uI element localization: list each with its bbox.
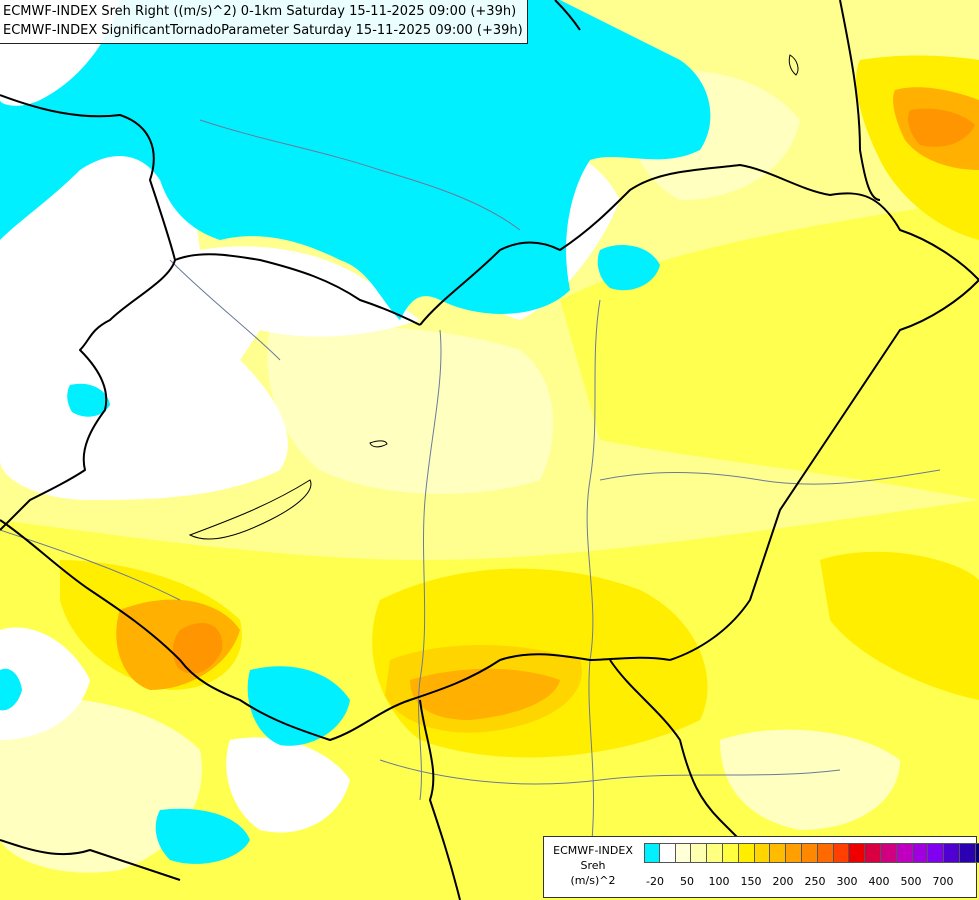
legend-swatch (849, 843, 866, 863)
legend-swatch (707, 843, 723, 863)
lake-small (369, 440, 388, 448)
dark-orange-area-west (172, 622, 223, 674)
border-ne-vertical (839, 0, 881, 201)
color-legend: ECMWF-INDEX Sreh (m/s)^2 -20 50 100 150 200 2… (543, 836, 979, 898)
border-east (669, 279, 979, 661)
river-east (599, 469, 941, 485)
river-west (169, 259, 281, 361)
river-southwest (0, 529, 181, 601)
legend-tick-label: 500 (900, 875, 922, 888)
pale-zone-southeast (720, 729, 900, 830)
legend-tick-label: 100 (708, 875, 730, 888)
river-south (379, 759, 841, 785)
river-north (199, 119, 521, 231)
rivers (0, 119, 941, 861)
river-tisza (586, 299, 601, 861)
map-title: ECMWF-INDEX Sreh Right ((m/s)^2) 0-1km S… (0, 0, 528, 44)
legend-swatch (801, 843, 818, 863)
cyan-blob-small (597, 245, 660, 291)
cyan-zone-southwest (155, 808, 250, 864)
legend-title-line-1: ECMWF-INDEX (553, 844, 633, 857)
legend-swatch (675, 843, 692, 863)
lake-balaton (188, 479, 312, 540)
border-north-west (0, 94, 421, 326)
legend-tick-label: 50 (680, 875, 694, 888)
cyan-blob-west (67, 383, 110, 417)
border-southwest (0, 839, 181, 881)
legend-swatch (912, 843, 929, 863)
lake-northeast (788, 54, 799, 76)
legend-swatch (644, 843, 660, 863)
legend-title-line-2: Sreh (580, 859, 606, 872)
pale-zone-southwest (0, 697, 202, 873)
cyan-zone-south (247, 666, 350, 746)
legend-swatch (691, 843, 708, 863)
legend-swatch (944, 843, 960, 863)
lakes (188, 54, 799, 540)
legend-tick-label: 400 (868, 875, 890, 888)
orange-area-south (410, 668, 560, 720)
legend-tick-label: 250 (804, 875, 826, 888)
river-danube (418, 329, 442, 801)
border-south (0, 519, 671, 741)
legend-tick-label: 200 (772, 875, 794, 888)
legend-tick-label: 700 (932, 875, 954, 888)
legend-swatch (959, 843, 976, 863)
legend-title-line-3: (m/s)^2 (570, 874, 616, 887)
legend-swatch (975, 843, 979, 863)
pale-zone-central (267, 326, 554, 494)
border-south-vertical (419, 699, 461, 900)
title-line-1: ECMWF-INDEX Sreh Right ((m/s)^2) 0-1km S… (3, 4, 517, 19)
white-zone-south (226, 737, 350, 833)
cyan-zone-edge (0, 668, 22, 711)
legend-swatch (865, 843, 881, 863)
legend-swatch (880, 843, 897, 863)
legend-tick-label: -20 (646, 875, 664, 888)
legend-swatch (770, 843, 787, 863)
legend-swatch (722, 843, 739, 863)
legend-swatch (817, 843, 834, 863)
legend-swatches (644, 843, 979, 863)
legend-tick-label: 300 (836, 875, 858, 888)
title-line-2: ECMWF-INDEX SignificantTornadoParameter … (3, 23, 523, 38)
cyan-zone-north (0, 0, 711, 320)
legend-tick-label: 150 (740, 875, 762, 888)
legend-swatch (896, 843, 913, 863)
legend-swatch (928, 843, 945, 863)
border-north-east (419, 164, 979, 326)
border-north-top (554, 0, 581, 31)
legend-title: ECMWF-INDEX Sreh (m/s)^2 (544, 843, 642, 888)
border-west (0, 259, 176, 531)
white-zone-southwest (0, 627, 90, 740)
gold-area-east (820, 551, 979, 700)
legend-swatch (786, 843, 802, 863)
legend-ticks: -20 50 100 150 200 250 300 400 500 700 (644, 875, 974, 891)
legend-swatch (833, 843, 850, 863)
legend-swatch (738, 843, 755, 863)
legend-swatch (659, 843, 676, 863)
legend-swatch (754, 843, 771, 863)
yellow-band-east (560, 200, 979, 500)
dark-orange-area-northeast (908, 108, 975, 147)
